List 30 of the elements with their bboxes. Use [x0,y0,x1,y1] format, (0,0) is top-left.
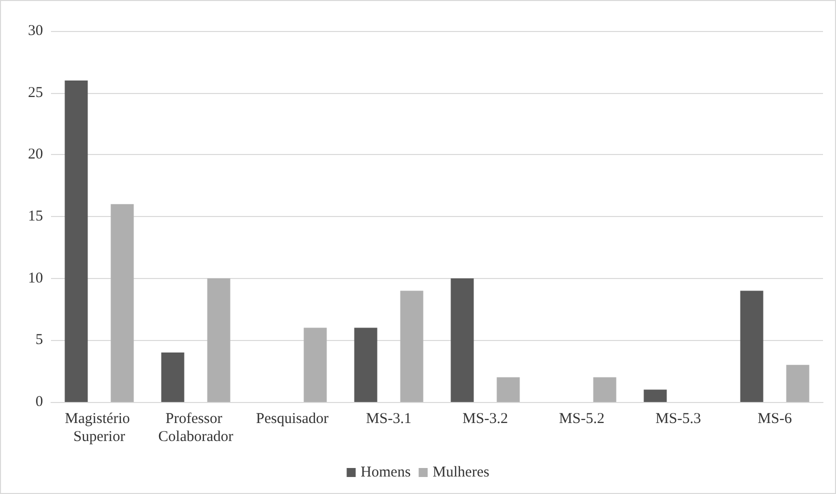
bar [740,290,764,402]
x-tick-label: MS-3.2 [462,411,508,427]
bar [400,290,424,402]
x-tick-label: MS-5.2 [559,411,604,427]
x-tick-label: MS-3.1 [366,411,412,427]
bar [207,278,230,402]
bar [644,390,667,402]
bar [354,328,378,402]
y-tick-label: 10 [28,270,43,286]
bar [450,278,474,402]
y-tick-label: 30 [28,23,43,39]
y-tick-label: 15 [28,208,43,224]
bar [786,364,810,402]
bar [110,204,134,402]
bar [593,377,616,402]
x-tick-label: Professor Colaborador [158,411,234,445]
x-tick-label: Magistério Superior [64,411,134,445]
bar [304,328,327,402]
x-tick-label: MS-6 [758,411,792,427]
bar [496,377,520,402]
y-tick-label: 0 [36,394,43,410]
y-tick-label: 25 [28,84,43,101]
bar [161,352,184,402]
legend-label: Homens [360,464,411,480]
y-tick-label: 20 [28,146,43,163]
bar [64,80,88,402]
x-tick-label: Pesquisador [256,411,328,427]
legend-label: Mulheres [432,464,490,480]
x-tick-label: MS-5.3 [656,411,701,427]
y-tick-label: 5 [36,332,43,348]
